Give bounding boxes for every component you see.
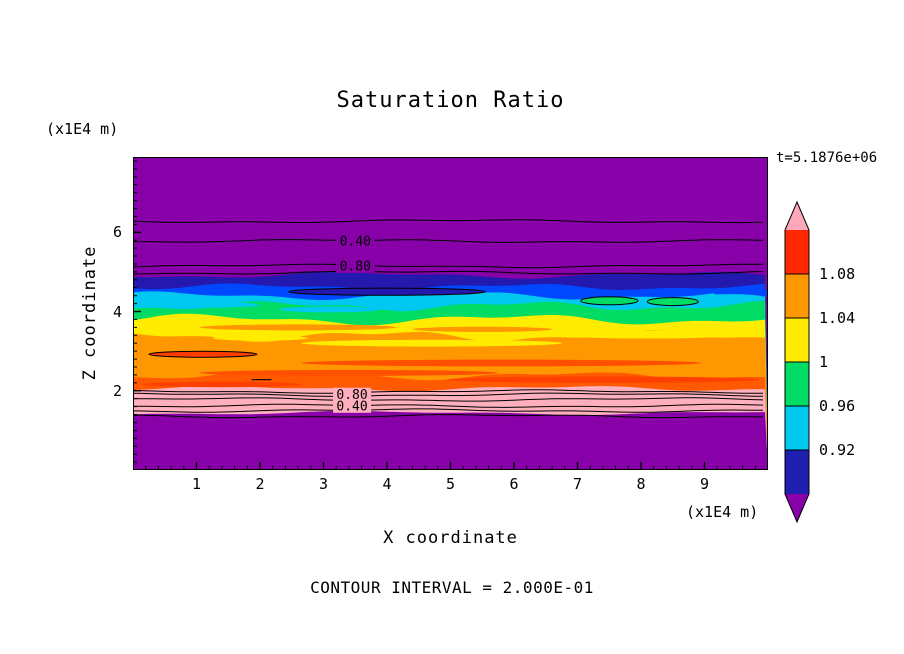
contour-line	[132, 414, 764, 419]
contour-streak	[199, 369, 499, 376]
x-tick-label: 1	[191, 475, 202, 493]
contour-streak	[288, 287, 486, 296]
colorbar-segment	[785, 450, 809, 494]
contour-plot-area: 0.40 0.80 0.80 0.40	[132, 157, 772, 471]
z-axis-unit-label: (x1E4 m)	[46, 120, 119, 138]
x-axis-tick-labels: 1 2 3 4 5 6 7 8 9	[133, 475, 768, 493]
contour-streak	[301, 339, 562, 347]
x-tick-label: 6	[509, 475, 519, 493]
contour-streak	[212, 335, 308, 341]
colorbar-segment	[785, 362, 809, 406]
contour-streak	[646, 297, 699, 307]
contour-line	[133, 239, 764, 243]
x-axis-title: X coordinate	[383, 528, 518, 548]
colorbar-label: 1.08	[819, 265, 855, 283]
contour-label-patch	[336, 233, 375, 248]
contour-line	[132, 408, 764, 413]
colorbar: 1.08 1.04 1 0.96 0.92	[784, 200, 855, 524]
colorbar-under-arrow	[785, 494, 809, 522]
contour-line-label: 0.40	[336, 399, 367, 414]
contour-line-label: 0.80	[340, 259, 371, 274]
contour-line	[133, 403, 764, 408]
contour-label-patch	[336, 258, 375, 273]
contour-streak	[412, 326, 553, 332]
contour-streak	[447, 376, 759, 383]
colorbar-label: 1	[819, 353, 828, 371]
contour-streak	[301, 359, 702, 367]
x-axis-unit-label: (x1E4 m)	[686, 503, 759, 521]
contour-line	[132, 397, 764, 402]
x-tick-label: 8	[636, 475, 646, 493]
x-tick-label: 9	[699, 475, 710, 493]
colorbar-label: 0.92	[819, 441, 855, 459]
contour-streak	[558, 330, 737, 339]
contour-line	[132, 219, 764, 224]
colorbar-outline	[784, 200, 810, 524]
chart-title: Saturation Ratio	[336, 88, 565, 113]
contour-streak	[517, 367, 714, 373]
z-tick-label: 6	[112, 223, 122, 242]
contour-band	[133, 410, 768, 470]
contour-streak	[199, 324, 397, 331]
contour-label-patch	[333, 398, 372, 413]
x-tick-label: 3	[318, 475, 329, 493]
contour-streak	[142, 381, 302, 388]
contour-plot-canvas: 0.400.800.800.40	[132, 157, 772, 471]
z-axis-tick-labels: 2 4 6	[104, 157, 124, 470]
colorbar-label: 0.96	[819, 397, 855, 415]
x-tick-label: 2	[255, 475, 265, 493]
contour-streak	[133, 301, 260, 308]
x-tick-label: 7	[572, 475, 583, 493]
contour-interval-note: CONTOUR INTERVAL = 2.000E-01	[310, 578, 594, 597]
x-tick-label: 4	[382, 475, 392, 493]
contour-line-label: 0.40	[340, 234, 371, 249]
contour-line	[132, 263, 764, 269]
z-tick-label: 2	[112, 381, 122, 400]
plot-border	[133, 157, 768, 470]
colorbar-segment	[785, 274, 809, 318]
z-tick-label: 4	[112, 302, 122, 321]
contour-streak	[368, 350, 521, 356]
contour-label-patch	[333, 387, 372, 402]
z-axis-title: Z coordinate	[80, 245, 100, 381]
contour-line	[132, 389, 763, 394]
contour-line	[132, 392, 764, 397]
time-annotation: t=5.1876e+06	[776, 150, 878, 166]
x-tick-label: 5	[445, 475, 456, 493]
contour-streak	[148, 350, 258, 358]
colorbar-segment	[785, 230, 809, 274]
colorbar-segment	[785, 318, 809, 362]
contour-streak	[139, 277, 254, 284]
colorbar-over-arrow	[785, 202, 809, 230]
contour-streak	[695, 294, 765, 302]
contour-line	[132, 270, 764, 275]
contour-streak	[580, 296, 639, 306]
colorbar-label: 1.04	[819, 309, 855, 327]
contour-streak	[279, 306, 381, 313]
colorbar-segment	[785, 406, 809, 450]
